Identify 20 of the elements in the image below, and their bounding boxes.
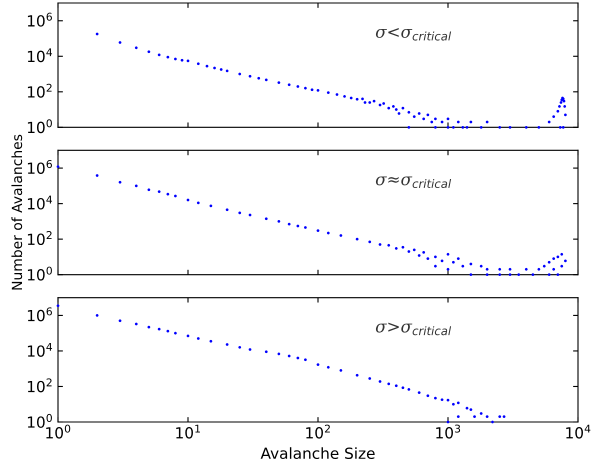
y-tick-label: 10$^{0}$ bbox=[28, 119, 52, 134]
x-tick-label: 10$^{1}$ bbox=[176, 424, 200, 439]
x-tick-label: 10$^{3}$ bbox=[436, 424, 460, 439]
y-tick-label: 10$^{4}$ bbox=[28, 343, 52, 357]
y-tick-label: 10$^{6}$ bbox=[28, 307, 52, 322]
y-tick-label: 10$^{2}$ bbox=[28, 231, 52, 246]
annotation: σ≈σ$_{critical}$ bbox=[376, 176, 452, 188]
x-axis-title: Avalanche Size bbox=[260, 447, 375, 460]
y-tick-label: 10$^{2}$ bbox=[28, 378, 52, 392]
y-tick-label: 10$^{4}$ bbox=[28, 196, 52, 210]
x-tick-label: 10$^{4}$ bbox=[566, 424, 590, 439]
annotation: σ>σ$_{critical}$ bbox=[376, 322, 452, 336]
y-tick-label: 10$^{2}$ bbox=[28, 84, 52, 98]
y-tick-label: 10$^{4}$ bbox=[28, 48, 52, 62]
y-tick-label: 10$^{6}$ bbox=[28, 160, 52, 174]
annotation: σ<σ$_{critical}$ bbox=[376, 28, 452, 41]
y-tick-label: 10$^{0}$ bbox=[28, 266, 52, 281]
y-tick-label: 10$^{6}$ bbox=[28, 12, 52, 27]
x-tick-label: 10$^{2}$ bbox=[306, 424, 330, 439]
y-axis-title: Number of Avalanches bbox=[11, 134, 22, 290]
